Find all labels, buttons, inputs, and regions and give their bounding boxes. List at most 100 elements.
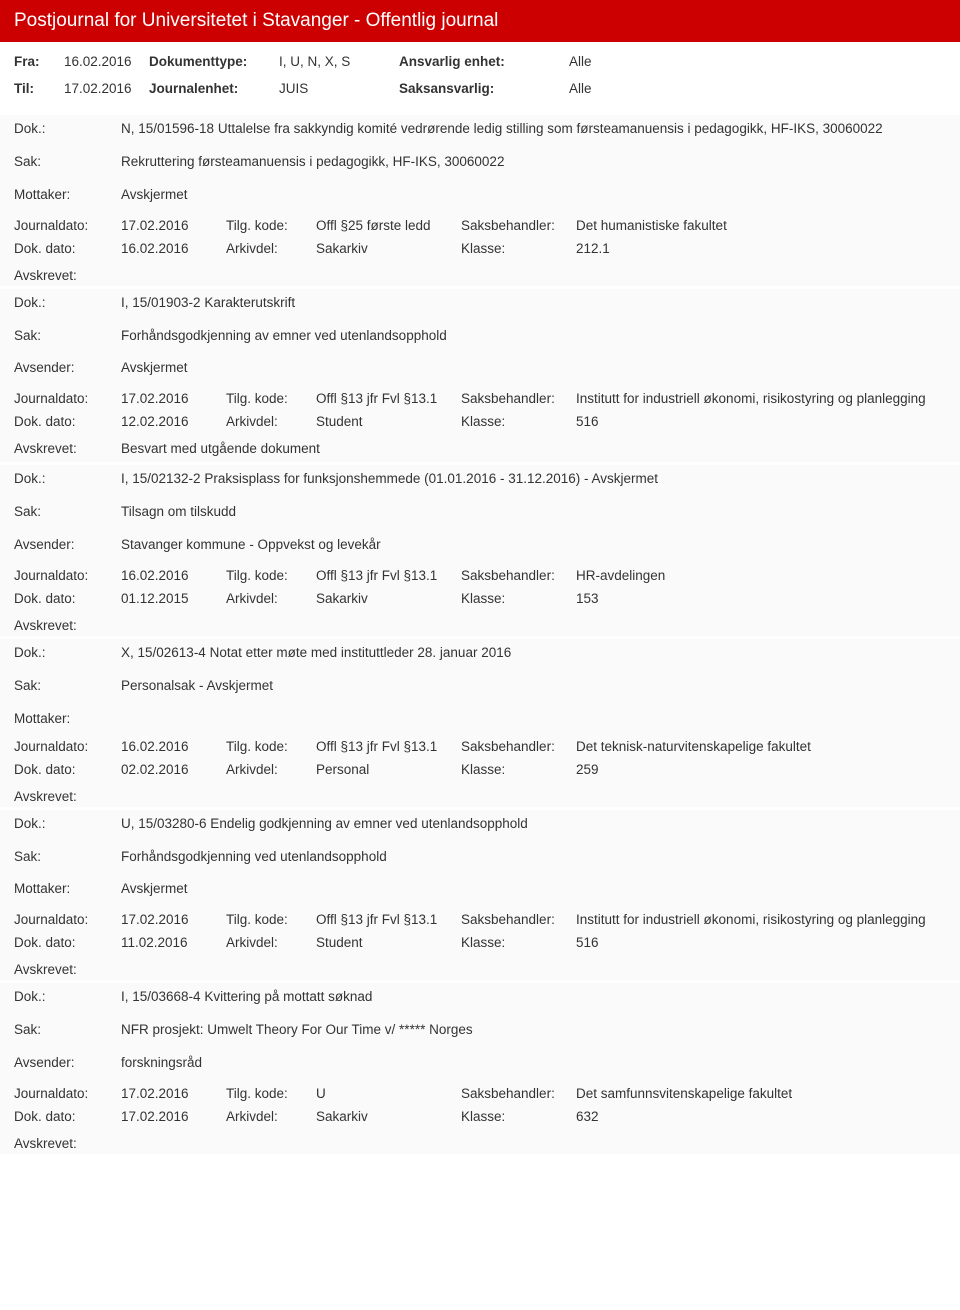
avskrevet-label: Avskrevet:	[14, 961, 121, 977]
dokdato-label: Dok. dato:	[14, 1109, 121, 1124]
sak-label: Sak:	[14, 848, 121, 864]
party-row: Mottaker:	[0, 705, 960, 731]
detail-row-2: Dok. dato: 01.12.2015 Arkivdel: Sakarkiv…	[0, 587, 960, 610]
klasse-label: Klasse:	[461, 414, 576, 429]
avskrevet-label: Avskrevet:	[14, 267, 121, 283]
detail-row-1: Journaldato: 17.02.2016 Tilg. kode: Offl…	[0, 387, 960, 410]
journaldato-label: Journaldato:	[14, 1086, 121, 1101]
journalenhet-label: Journalenhet:	[149, 81, 279, 96]
party-row: Avsender: Stavanger kommune - Oppvekst o…	[0, 531, 960, 560]
sak-row: Sak: Forhåndsgodkjenning ved utenlandsop…	[0, 843, 960, 872]
arkivdel-value: Student	[316, 414, 461, 429]
saksansvarlig-value: Alle	[569, 81, 592, 96]
avskrevet-label: Avskrevet:	[14, 440, 121, 456]
page-title: Postjournal for Universitetet i Stavange…	[14, 10, 498, 31]
klasse-value: 516	[576, 414, 946, 429]
party-row: Avsender: forskningsråd	[0, 1049, 960, 1078]
dokdato-value: 11.02.2016	[121, 935, 226, 950]
dok-value: I, 15/02132-2 Praksisplass for funksjons…	[121, 470, 946, 489]
klasse-value: 259	[576, 762, 946, 777]
detail-row-1: Journaldato: 17.02.2016 Tilg. kode: U Sa…	[0, 1082, 960, 1105]
fra-label: Fra:	[14, 54, 64, 69]
journalenhet-value: JUIS	[279, 81, 399, 96]
til-label: Til:	[14, 81, 64, 96]
arkivdel-label: Arkivdel:	[226, 591, 316, 606]
tilgkode-value: U	[316, 1086, 461, 1101]
sak-label: Sak:	[14, 1021, 121, 1037]
dok-label: Dok.:	[14, 294, 121, 310]
klasse-value: 516	[576, 935, 946, 950]
saksbehandler-value: Institutt for industriell økonomi, risik…	[576, 391, 946, 406]
sak-row: Sak: Tilsagn om tilskudd	[0, 498, 960, 527]
arkivdel-label: Arkivdel:	[226, 935, 316, 950]
journal-entry: Dok.: I, 15/02132-2 Praksisplass for fun…	[0, 465, 960, 636]
arkivdel-value: Sakarkiv	[316, 591, 461, 606]
saksbehandler-value: HR-avdelingen	[576, 568, 946, 583]
avskrevet-row: Avskrevet: Besvart med utgående dokument	[0, 437, 960, 462]
journal-entry: Dok.: X, 15/02613-4 Notat etter møte med…	[0, 639, 960, 807]
detail-row-1: Journaldato: 16.02.2016 Tilg. kode: Offl…	[0, 735, 960, 758]
detail-row-1: Journaldato: 16.02.2016 Tilg. kode: Offl…	[0, 564, 960, 587]
meta-row-2: Til: 17.02.2016 Journalenhet: JUIS Saksa…	[0, 75, 960, 102]
journaldato-label: Journaldato:	[14, 912, 121, 927]
detail-row-2: Dok. dato: 02.02.2016 Arkivdel: Personal…	[0, 758, 960, 781]
arkivdel-label: Arkivdel:	[226, 1109, 316, 1124]
journaldato-label: Journaldato:	[14, 568, 121, 583]
saksbehandler-value: Det teknisk-naturvitenskapelige fakultet	[576, 739, 946, 754]
klasse-label: Klasse:	[461, 762, 576, 777]
journal-entry: Dok.: U, 15/03280-6 Endelig godkjenning …	[0, 810, 960, 981]
tilgkode-value: Offl §13 jfr Fvl §13.1	[316, 912, 461, 927]
doctype-value: I, U, N, X, S	[279, 54, 399, 69]
avskrevet-row: Avskrevet:	[0, 785, 960, 807]
dok-value: U, 15/03280-6 Endelig godkjenning av emn…	[121, 815, 946, 834]
party-value: Avskjermet	[121, 359, 946, 378]
sak-value: Personalsak - Avskjermet	[121, 677, 946, 696]
sak-label: Sak:	[14, 677, 121, 693]
sak-label: Sak:	[14, 153, 121, 169]
dok-label: Dok.:	[14, 644, 121, 660]
journaldato-value: 16.02.2016	[121, 739, 226, 754]
dok-row: Dok.: I, 15/01903-2 Karakterutskrift	[0, 289, 960, 318]
avskrevet-row: Avskrevet:	[0, 264, 960, 286]
detail-row-2: Dok. dato: 17.02.2016 Arkivdel: Sakarkiv…	[0, 1105, 960, 1128]
party-label: Mottaker:	[14, 710, 121, 726]
saksbehandler-label: Saksbehandler:	[461, 739, 576, 754]
tilgkode-value: Offl §25 første ledd	[316, 218, 461, 233]
detail-row-1: Journaldato: 17.02.2016 Tilg. kode: Offl…	[0, 214, 960, 237]
saksbehandler-value: Det samfunnsvitenskapelige fakultet	[576, 1086, 946, 1101]
dokdato-label: Dok. dato:	[14, 241, 121, 256]
dokdato-label: Dok. dato:	[14, 762, 121, 777]
saksbehandler-value: Det humanistiske fakultet	[576, 218, 946, 233]
til-value: 17.02.2016	[64, 81, 149, 96]
avskrevet-label: Avskrevet:	[14, 617, 121, 633]
avskrevet-label: Avskrevet:	[14, 1135, 121, 1151]
journal-entry: Dok.: N, 15/01596-18 Uttalelse fra sakky…	[0, 115, 960, 286]
meta-row-1: Fra: 16.02.2016 Dokumenttype: I, U, N, X…	[0, 42, 960, 75]
journaldato-label: Journaldato:	[14, 218, 121, 233]
dokdato-value: 12.02.2016	[121, 414, 226, 429]
party-value: Avskjermet	[121, 880, 946, 899]
sak-value: Tilsagn om tilskudd	[121, 503, 946, 522]
dokdato-label: Dok. dato:	[14, 591, 121, 606]
arkivdel-label: Arkivdel:	[226, 414, 316, 429]
detail-row-2: Dok. dato: 16.02.2016 Arkivdel: Sakarkiv…	[0, 237, 960, 260]
journaldato-value: 17.02.2016	[121, 218, 226, 233]
journaldato-value: 17.02.2016	[121, 391, 226, 406]
party-value: Avskjermet	[121, 186, 946, 205]
avskrevet-value: Besvart med utgående dokument	[121, 440, 946, 459]
klasse-label: Klasse:	[461, 591, 576, 606]
dok-row: Dok.: I, 15/02132-2 Praksisplass for fun…	[0, 465, 960, 494]
journaldato-label: Journaldato:	[14, 391, 121, 406]
dokdato-label: Dok. dato:	[14, 414, 121, 429]
arkivdel-value: Sakarkiv	[316, 1109, 461, 1124]
klasse-label: Klasse:	[461, 1109, 576, 1124]
dokdato-value: 02.02.2016	[121, 762, 226, 777]
journaldato-label: Journaldato:	[14, 739, 121, 754]
sak-row: Sak: Rekruttering førsteamanuensis i ped…	[0, 148, 960, 177]
sak-row: Sak: Forhåndsgodkjenning av emner ved ut…	[0, 322, 960, 351]
dok-row: Dok.: U, 15/03280-6 Endelig godkjenning …	[0, 810, 960, 839]
tilgkode-label: Tilg. kode:	[226, 1086, 316, 1101]
saksbehandler-label: Saksbehandler:	[461, 391, 576, 406]
ansvarlig-label: Ansvarlig enhet:	[399, 54, 569, 69]
detail-row-2: Dok. dato: 11.02.2016 Arkivdel: Student …	[0, 931, 960, 954]
